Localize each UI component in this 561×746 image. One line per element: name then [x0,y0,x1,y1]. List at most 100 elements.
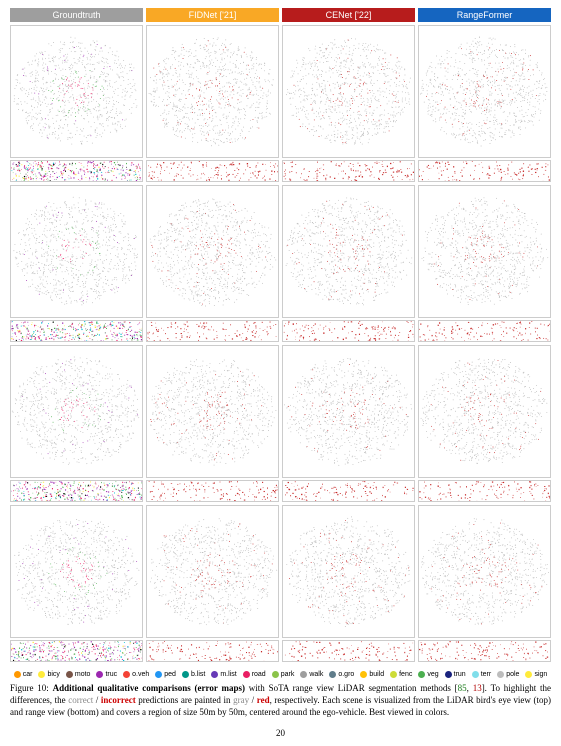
bev-groundtruth [10,25,143,158]
caption-text-1: with SoTA range view LiDAR segmentation … [245,683,458,693]
legend-item: m.list [211,671,236,678]
legend-label: m.list [220,671,236,678]
red-word: red [257,695,270,705]
range-row [10,320,551,342]
range-errormap [418,640,551,662]
range-groundtruth [10,480,143,502]
legend-item: pole [497,671,519,678]
bev-errormap [282,185,415,318]
figure-caption: Figure 10: Additional qualitative compar… [10,682,551,718]
legend-item: b.list [182,671,205,678]
legend-label: veg [427,671,438,678]
legend-swatch [66,671,73,678]
bev-row [10,345,551,478]
class-legend: car bicy moto truc o.veh ped b.list m.list road p… [10,671,551,678]
ref-85: 85 [458,683,467,693]
range-row [10,480,551,502]
legend-item: truc [96,671,117,678]
column-headers: Groundtruth FIDNet ['21] CENet ['22] Ran… [10,8,551,22]
bev-errormap [418,345,551,478]
bev-errormap [418,505,551,638]
legend-swatch [243,671,250,678]
scene-group [10,505,551,662]
legend-item: park [272,671,295,678]
ref-13: 13 [473,683,482,693]
legend-label: bicy [47,671,59,678]
bev-errormap [146,505,279,638]
legend-swatch [155,671,162,678]
scene-group [10,185,551,342]
range-row [10,160,551,182]
legend-label: ped [164,671,176,678]
header-fidnet: FIDNet ['21] [146,8,279,22]
legend-item: veg [418,671,438,678]
legend-label: road [252,671,266,678]
legend-swatch [96,671,103,678]
range-errormap [418,160,551,182]
range-errormap [282,320,415,342]
bev-errormap [282,505,415,638]
incorrect-word: incorrect [101,695,136,705]
legend-label: truc [105,671,117,678]
bev-groundtruth [10,345,143,478]
scenes-container [10,25,551,665]
page-number: 20 [10,728,551,738]
range-groundtruth [10,320,143,342]
legend-item: trun [445,671,466,678]
legend-item: o.gro [329,671,354,678]
legend-swatch [497,671,504,678]
legend-swatch [182,671,189,678]
range-errormap [282,640,415,662]
legend-label: o.gro [338,671,354,678]
legend-swatch [525,671,532,678]
figure-grid: Groundtruth FIDNet ['21] CENet ['22] Ran… [10,8,551,665]
legend-swatch [472,671,479,678]
range-row [10,640,551,662]
legend-swatch [14,671,21,678]
bev-errormap [418,25,551,158]
slash-1: / [93,695,101,705]
legend-swatch [418,671,425,678]
legend-label: trun [454,671,466,678]
scene-group [10,25,551,182]
header-groundtruth: Groundtruth [10,8,143,22]
range-errormap [418,320,551,342]
legend-item: moto [66,671,91,678]
legend-swatch [300,671,307,678]
legend-label: o.veh [132,671,149,678]
correct-word: correct [68,695,93,705]
bev-groundtruth [10,185,143,318]
range-groundtruth [10,640,143,662]
legend-label: moto [75,671,91,678]
legend-swatch [38,671,45,678]
caption-text-3: predictions are painted in [136,695,233,705]
bev-errormap [146,185,279,318]
legend-label: pole [506,671,519,678]
legend-item: ped [155,671,176,678]
bev-row [10,25,551,158]
bev-errormap [282,25,415,158]
legend-swatch [272,671,279,678]
legend-item: car [14,671,33,678]
legend-label: fenc [399,671,412,678]
legend-label: park [281,671,295,678]
legend-item: build [360,671,384,678]
header-cenet: CENet ['22] [282,8,415,22]
legend-item: o.veh [123,671,149,678]
range-errormap [418,480,551,502]
legend-label: terr [481,671,492,678]
legend-item: fenc [390,671,412,678]
legend-label: sign [534,671,547,678]
legend-swatch [445,671,452,678]
legend-item: road [243,671,266,678]
bev-errormap [418,185,551,318]
legend-label: build [369,671,384,678]
legend-item: bicy [38,671,59,678]
range-errormap [146,640,279,662]
gray-word: gray [233,695,249,705]
range-errormap [282,160,415,182]
legend-label: walk [309,671,323,678]
figure-label: Figure 10: [10,683,49,693]
legend-item: walk [300,671,323,678]
range-errormap [146,160,279,182]
